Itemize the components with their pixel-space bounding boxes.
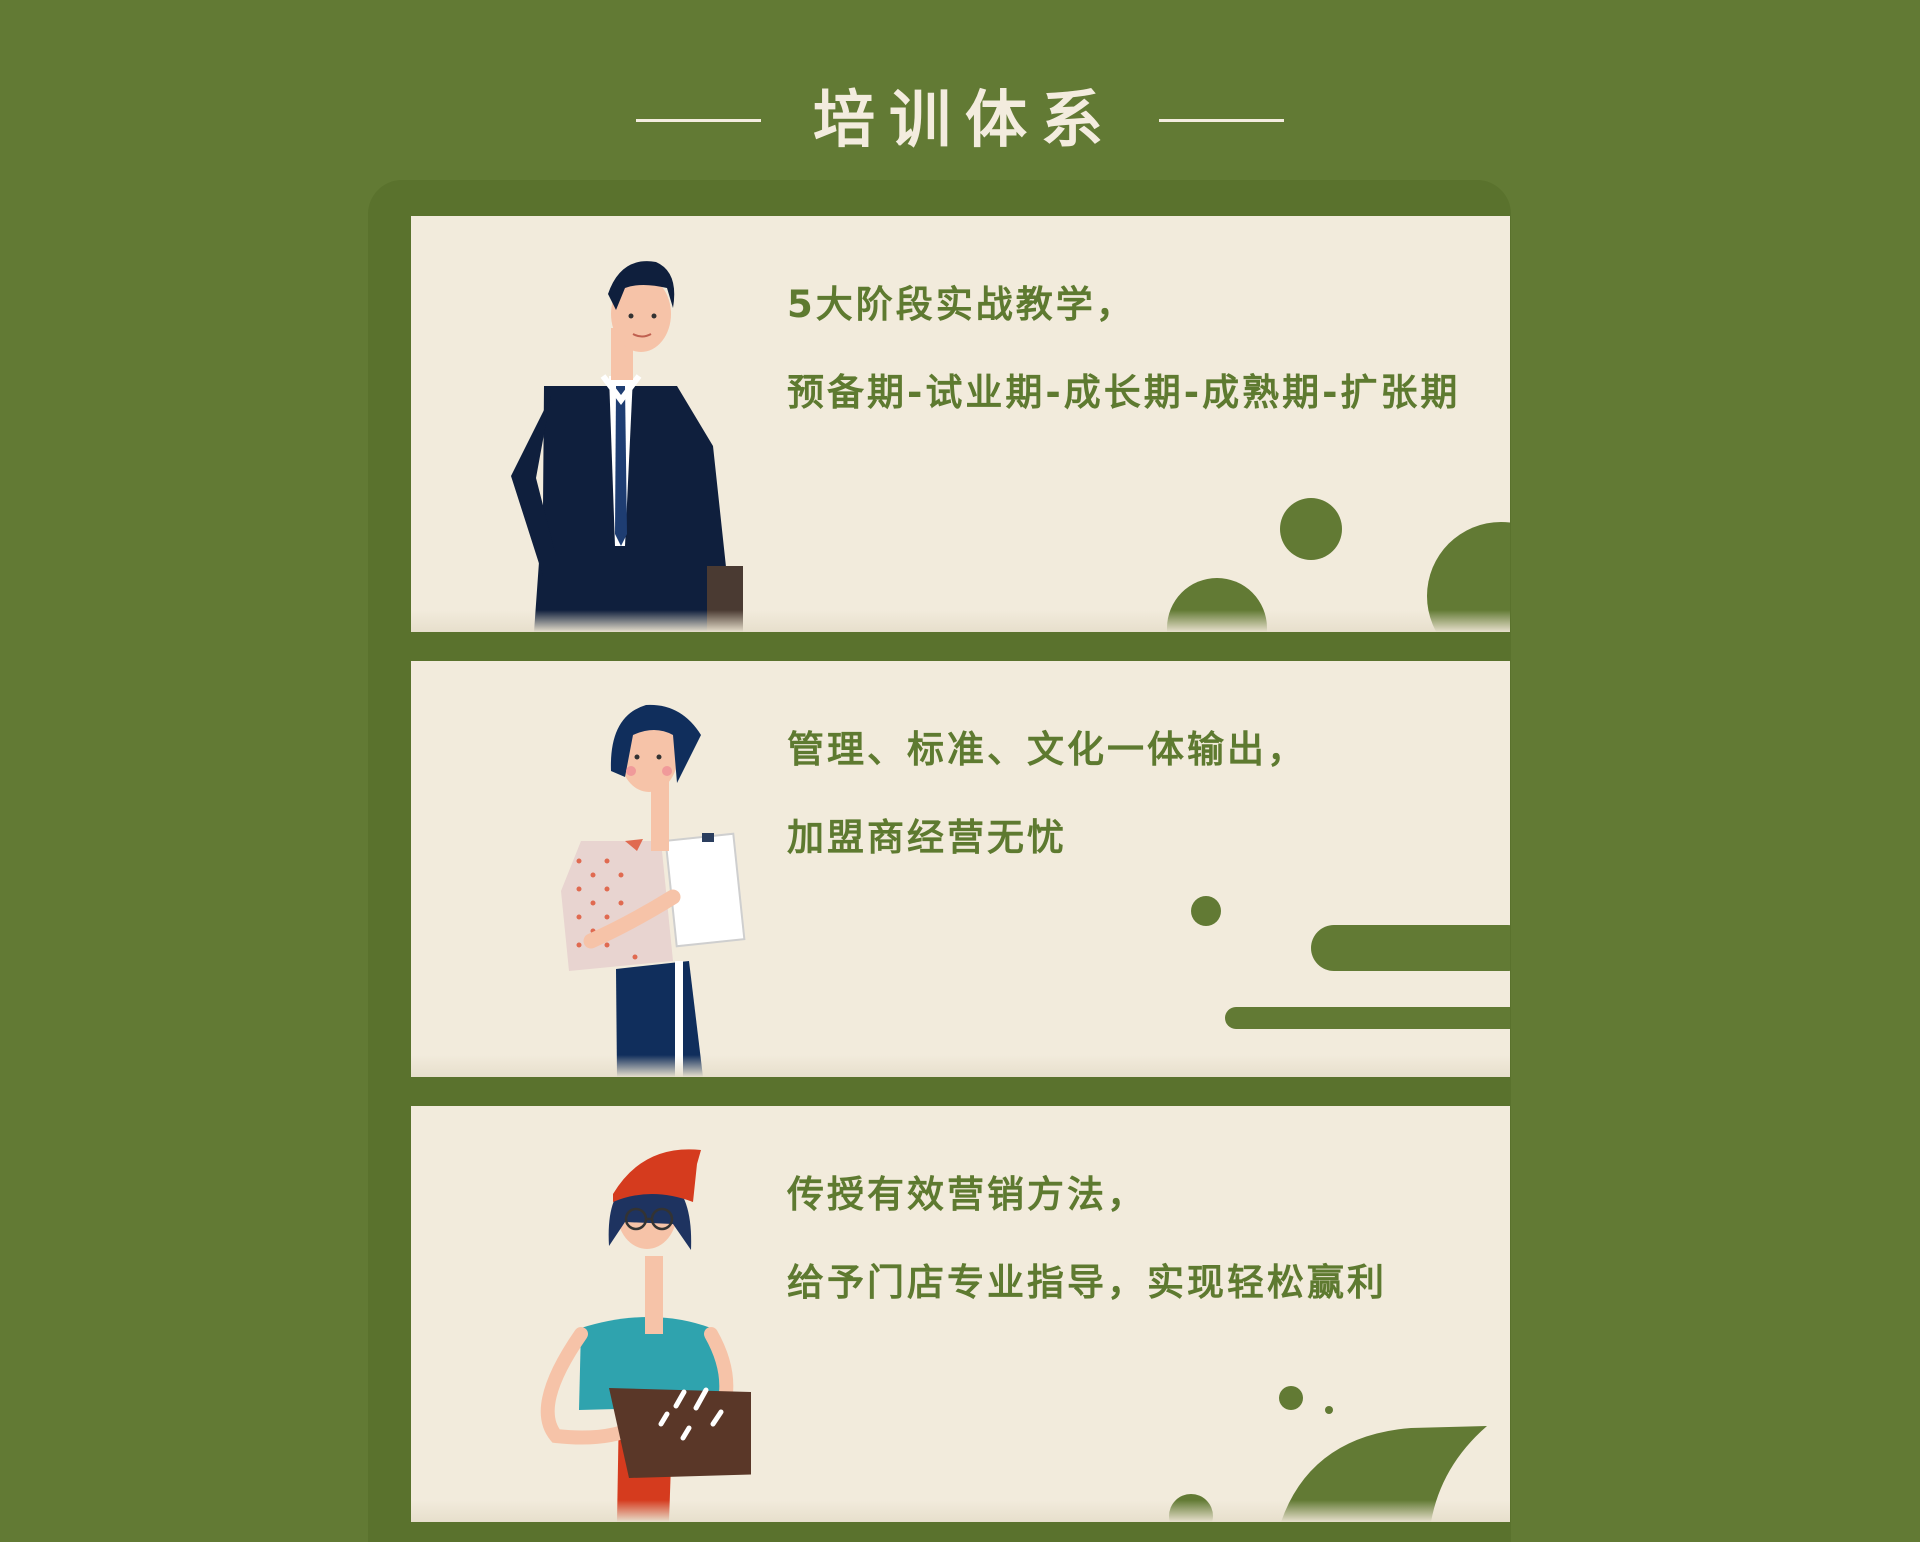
- page-title: 培训体系: [812, 83, 1117, 156]
- businessman-illustration: [511, 261, 743, 632]
- card-3-line-1: 传授有效营销方法，: [787, 1173, 1147, 1216]
- card-2-shadow: [411, 1055, 1510, 1077]
- card-2-line-2: 加盟商经营无忧: [787, 816, 1067, 859]
- card-3-line-2: 给予门店专业指导，实现轻松赢利: [787, 1261, 1387, 1304]
- woman-with-clipboard-illustration: [561, 704, 746, 1077]
- section-header: 培训体系: [0, 70, 1920, 170]
- card-1-shadow: [411, 610, 1510, 632]
- line-decorations: [1191, 896, 1510, 1029]
- training-card-1: 5大阶段实战教学， 预备期-试业期-成长期-成熟期-扩张期: [411, 216, 1510, 632]
- card-1-line-2: 预备期-试业期-成长期-成熟期-扩张期: [787, 371, 1461, 414]
- card-2-line-1: 管理、标准、文化一体输出，: [787, 728, 1307, 771]
- card-1-line-1: 5大阶段实战教学，: [787, 283, 1136, 326]
- woman-with-bread-illustration: [540, 1149, 751, 1522]
- title-left-line: [635, 118, 761, 122]
- card-3-shadow: [411, 1500, 1510, 1522]
- training-card-3: 传授有效营销方法， 给予门店专业指导，实现轻松赢利: [411, 1106, 1510, 1522]
- training-card-2: 管理、标准、文化一体输出， 加盟商经营无忧: [411, 661, 1510, 1077]
- title-right-line: [1159, 118, 1284, 122]
